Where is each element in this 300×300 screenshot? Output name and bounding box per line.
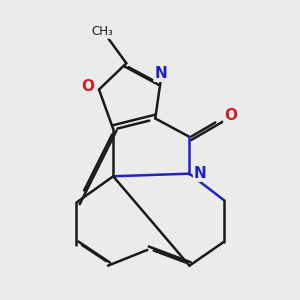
Text: N: N <box>154 66 167 81</box>
Text: O: O <box>224 108 237 123</box>
Text: CH₃: CH₃ <box>92 25 114 38</box>
Text: O: O <box>81 80 94 94</box>
Text: N: N <box>194 166 206 181</box>
